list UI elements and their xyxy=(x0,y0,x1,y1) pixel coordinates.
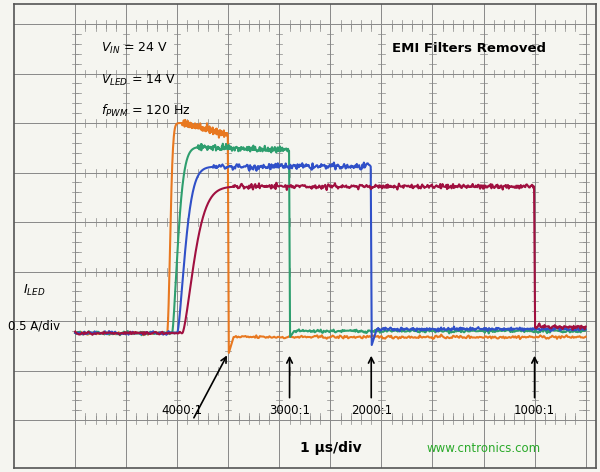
Text: 2000:1: 2000:1 xyxy=(350,405,392,417)
Text: 0.5 A/div: 0.5 A/div xyxy=(8,319,61,332)
Text: $f_{PWM}$ = 120 Hz: $f_{PWM}$ = 120 Hz xyxy=(101,103,191,119)
Text: $V_{IN}$ = 24 V: $V_{IN}$ = 24 V xyxy=(101,41,167,56)
Text: 4000:1: 4000:1 xyxy=(162,405,203,417)
Text: www.cntronics.com: www.cntronics.com xyxy=(427,442,541,455)
Text: $I_{LED}$: $I_{LED}$ xyxy=(23,282,46,297)
Text: 3000:1: 3000:1 xyxy=(269,405,310,417)
Text: $V_{LED}$ = 14 V: $V_{LED}$ = 14 V xyxy=(101,72,175,87)
Text: 1000:1: 1000:1 xyxy=(514,405,555,417)
Text: 1 μs/div: 1 μs/div xyxy=(299,441,361,455)
Text: EMI Filters Removed: EMI Filters Removed xyxy=(392,42,545,55)
